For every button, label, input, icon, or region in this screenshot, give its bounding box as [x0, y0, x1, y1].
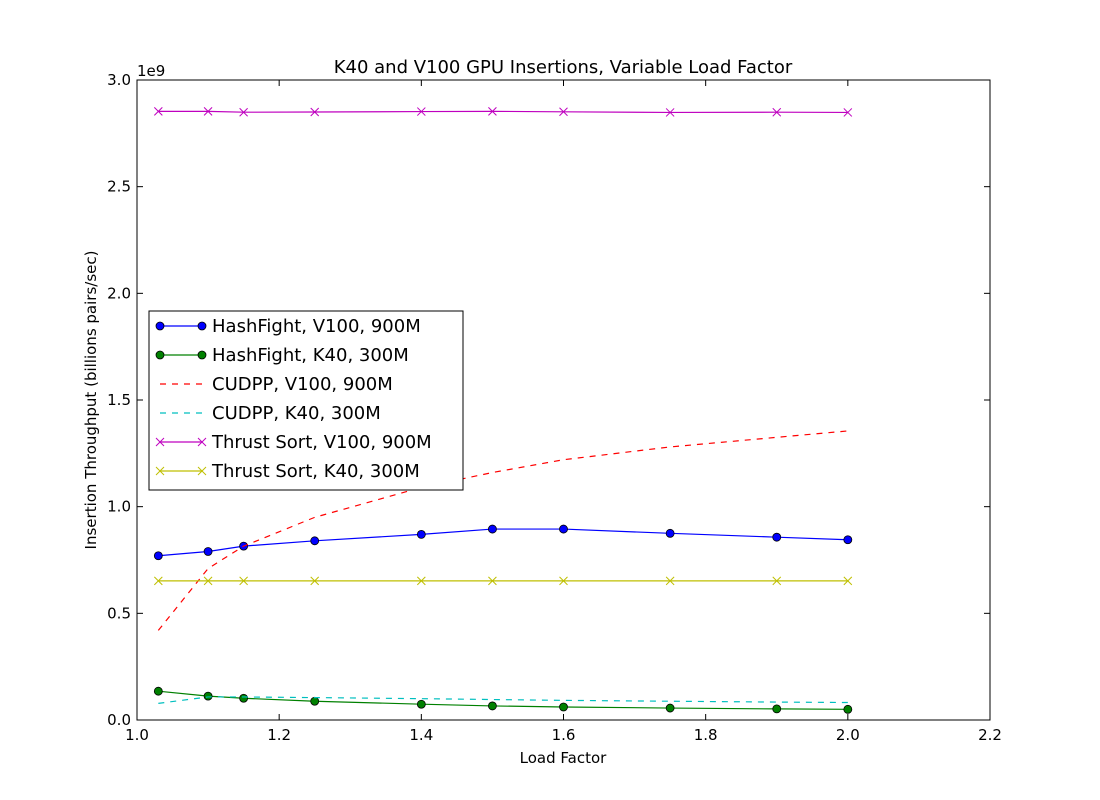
series-4-point-4 — [416, 107, 426, 116]
legend-item-5: Thrust Sort, K40, 300M — [155, 461, 420, 482]
series-4-point-6 — [559, 107, 568, 117]
series-5-point-3 — [310, 576, 320, 586]
legend-marker-left-4 — [155, 437, 165, 447]
legend-box — [148, 310, 464, 491]
x-tick-label-0: 1.0 — [125, 726, 149, 744]
series-4-point-3 — [310, 107, 320, 117]
series-1-point-9 — [843, 704, 853, 714]
series-1-point-7 — [665, 703, 675, 713]
series-line-3 — [158, 696, 848, 704]
legend-label-3: CUDPP, K40, 300M — [212, 403, 381, 424]
legend-marker-right-4 — [197, 437, 207, 447]
series-0-point-6 — [559, 524, 568, 534]
series-line-2 — [157, 430, 848, 631]
series-1-point-3 — [310, 696, 320, 706]
series-4-point-5 — [488, 107, 497, 116]
y-tick-label-4: 2.0 — [107, 284, 131, 302]
series-5-point-9 — [843, 576, 853, 586]
legend-marker-left-5 — [155, 466, 165, 476]
x-tick-label-3: 1.6 — [552, 726, 576, 744]
series-4-point-7 — [665, 108, 675, 117]
legend-label-4: Thrust Sort, V100, 900M — [211, 432, 432, 453]
series-0-point-7 — [665, 528, 675, 538]
series-1-point-5 — [488, 701, 497, 711]
series-1-point-0 — [153, 686, 163, 696]
x-tick-label-6: 2.2 — [978, 726, 1002, 744]
series-5-point-0 — [153, 576, 163, 586]
series-5-point-4 — [416, 576, 426, 586]
series-2 — [157, 430, 848, 631]
series-4-point-9 — [843, 108, 853, 117]
series-1-point-1 — [203, 691, 213, 701]
x-tick-label-1: 1.2 — [267, 726, 291, 744]
series-5-point-7 — [665, 576, 675, 586]
y-offset-label: 1e9 — [137, 62, 165, 80]
ticks-layer: 1.0 1.2 1.4 1.6 1.8 2.0 2.2 0.0 0.5 1.0 1.5 2.0 2.5 3… — [107, 71, 1002, 744]
series-0-point-5 — [488, 524, 497, 534]
x-tick-label-2: 1.4 — [409, 726, 433, 744]
y-tick-label-6: 3.0 — [107, 71, 131, 89]
series-5 — [153, 576, 853, 586]
y-axis-label: Insertion Throughput (billions pairs/sec… — [82, 251, 100, 550]
legend-item-3: CUDPP, K40, 300M — [160, 403, 381, 424]
series-line-0 — [158, 528, 848, 557]
x-tick-label-5: 2.0 — [836, 726, 860, 744]
series-1-point-8 — [772, 704, 782, 714]
series-4-point-8 — [772, 107, 782, 117]
legend-marker-left-1 — [155, 350, 165, 360]
series-5-point-1 — [203, 576, 213, 586]
series-5-point-6 — [559, 576, 568, 586]
legend-marker-right-5 — [197, 466, 207, 476]
series-5-point-5 — [488, 576, 497, 586]
series-4-point-1 — [203, 107, 213, 116]
series-0-point-3 — [310, 536, 320, 546]
series-line-4 — [158, 110, 848, 114]
x-axis-label: Load Factor — [520, 749, 608, 767]
series-0-point-8 — [772, 532, 782, 542]
legend-label-0: HashFight, V100, 900M — [212, 316, 421, 337]
legend-label-1: HashFight, K40, 300M — [212, 345, 409, 366]
series-0-point-9 — [843, 535, 853, 545]
plot-frame — [136, 79, 991, 721]
series-1-point-2 — [239, 693, 249, 703]
series-4 — [153, 107, 853, 117]
series-0-point-0 — [153, 551, 163, 561]
y-tick-label-5: 2.5 — [107, 178, 131, 196]
series-4-point-2 — [239, 107, 248, 117]
y-tick-label-2: 1.0 — [107, 498, 131, 516]
legend-item-0: HashFight, V100, 900M — [155, 316, 421, 337]
chart-title: K40 and V100 GPU Insertions, Variable Lo… — [334, 57, 793, 78]
legend-marker-left-0 — [155, 321, 165, 331]
legend: HashFight, V100, 900M HashFight, K40, 300… — [148, 310, 464, 491]
y-tick-label-0: 0.0 — [107, 711, 131, 729]
y-tick-label-1: 0.5 — [107, 604, 131, 622]
legend-item-1: HashFight, K40, 300M — [155, 345, 409, 366]
series-1-point-4 — [416, 699, 426, 709]
legend-marker-right-0 — [197, 321, 207, 331]
legend-label-5: Thrust Sort, K40, 300M — [211, 461, 420, 482]
legend-marker-right-1 — [197, 350, 207, 360]
series-line-1 — [158, 690, 848, 710]
legend-item-4: Thrust Sort, V100, 900M — [155, 432, 432, 453]
series-0 — [153, 524, 853, 561]
series-5-point-8 — [772, 576, 782, 586]
series-layer — [153, 107, 853, 714]
series-4-point-0 — [153, 107, 163, 116]
series-1-point-6 — [559, 702, 568, 712]
y-tick-label-3: 1.5 — [107, 391, 131, 409]
series-5-point-2 — [239, 576, 248, 586]
series-1 — [153, 686, 853, 714]
legend-label-2: CUDPP, V100, 900M — [212, 374, 393, 395]
series-3 — [158, 696, 848, 704]
legend-item-2: CUDPP, V100, 900M — [160, 374, 393, 395]
series-0-point-1 — [203, 547, 213, 556]
series-0-point-4 — [416, 530, 426, 539]
x-tick-label-4: 1.8 — [694, 726, 718, 744]
